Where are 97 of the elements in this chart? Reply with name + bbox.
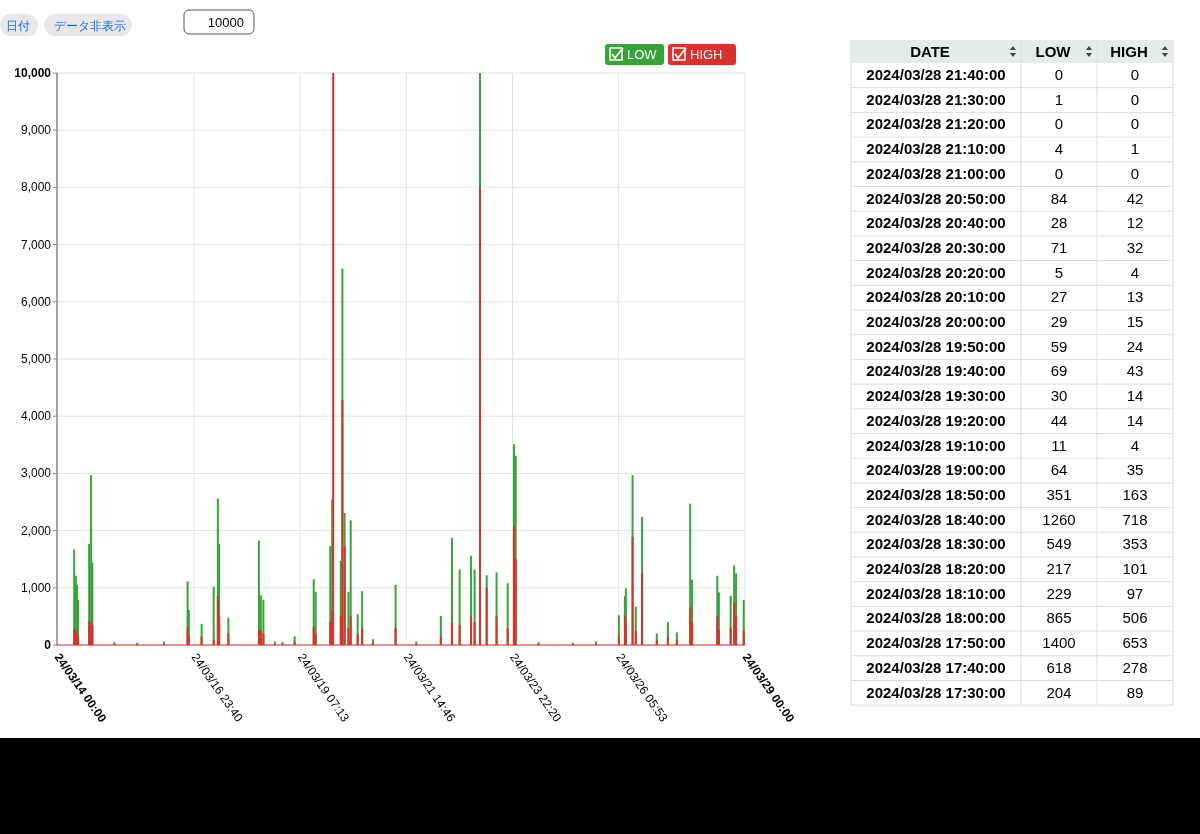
data-label: 12 (1126, 214, 1144, 232)
data-label: 0 (1054, 164, 1064, 182)
category-label: 2024/03/28 18:20:00 (866, 560, 1006, 577)
y-tick-label: 8,000 (20, 180, 52, 195)
data-label: 278 (1122, 658, 1148, 676)
data-label: 163 (1122, 485, 1148, 503)
data-label: 1260 (1042, 510, 1076, 528)
y-tick-label: 0 (44, 638, 52, 652)
data-label: 0 (1130, 115, 1140, 133)
data-label: 35 (1126, 461, 1144, 479)
data-label: 14 (1126, 411, 1144, 429)
category-label: 2024/03/28 18:50:00 (866, 485, 1006, 503)
data-label: 13 (1126, 288, 1144, 306)
category-label: 2024/03/28 18:10:00 (866, 584, 1006, 602)
category-label: 2024/03/28 17:40:00 (866, 658, 1006, 676)
y-tick-label: 7,000 (20, 237, 52, 252)
category-label: 2024/03/28 21:10:00 (866, 140, 1006, 158)
data-label: 32 (1126, 238, 1144, 256)
category-label: 2024/03/28 20:00:00 (866, 313, 1006, 330)
data-label: 11 (1051, 436, 1067, 454)
data-label: 5 (1054, 263, 1064, 281)
data-label: 229 (1046, 584, 1072, 602)
legend-label: LOW (1035, 43, 1072, 60)
category-label: 2024/03/28 20:50:00 (866, 189, 1006, 207)
data-label: 64 (1050, 461, 1068, 479)
data-label: 718 (1122, 510, 1148, 528)
data-label: 4 (1054, 140, 1064, 158)
category-label: 2024/03/28 17:30:00 (866, 683, 1006, 701)
y-tick-label: 4,000 (20, 409, 52, 424)
category-label: 2024/03/28 19:20:00 (866, 411, 1006, 429)
category-label: 2024/03/28 17:50:00 (866, 634, 1006, 652)
y-tick-label: 10,000 (14, 66, 52, 80)
y-tick-label: 1,000 (20, 580, 52, 595)
data-label: 4 (1130, 436, 1140, 454)
data-label: 30 (1050, 387, 1068, 405)
category-label: 2024/03/28 18:30:00 (866, 535, 1006, 553)
data-label: 59 (1050, 337, 1068, 355)
category-label: 2024/03/28 19:40:00 (866, 362, 1006, 380)
category-label: 2024/03/28 19:00:00 (866, 461, 1006, 479)
category-label: 2024/03/28 20:10:00 (866, 288, 1006, 306)
category-label: 2024/03/28 21:30:00 (866, 90, 1006, 108)
data-label: 1400 (1042, 634, 1076, 652)
data-label: 97 (1126, 584, 1144, 602)
text: LOW (627, 47, 658, 62)
data-label: 27 (1050, 288, 1068, 306)
y-tick-label: 6,000 (20, 294, 52, 309)
data-label: 0 (1054, 115, 1064, 133)
category-label: 2024/03/28 20:20:00 (866, 263, 1006, 281)
data-label: 4 (1130, 263, 1140, 281)
text: DATE (910, 43, 950, 60)
y-tick-label: 3,000 (20, 466, 52, 481)
category-label: 2024/03/28 18:40:00 (866, 510, 1006, 528)
data-label: 44 (1050, 411, 1068, 429)
data-label: 0 (1130, 164, 1140, 182)
data-label: 69 (1050, 362, 1068, 380)
data-label: 351 (1046, 485, 1072, 503)
y-tick-label: 9,000 (20, 123, 52, 138)
data-label: 29 (1050, 313, 1068, 330)
data-label: 0 (1054, 66, 1064, 83)
category-label: 2024/03/28 20:30:00 (866, 238, 1006, 256)
data-label: 101 (1122, 560, 1148, 577)
text: 日付 (6, 19, 30, 33)
data-label: 0 (1130, 90, 1140, 108)
data-label: 865 (1046, 609, 1072, 627)
data-label: 0 (1130, 66, 1140, 83)
data-label: 1 (1054, 90, 1064, 108)
text: HIGH (690, 47, 723, 62)
data-label: 84 (1050, 189, 1068, 207)
y-tick-label: 5,000 (20, 352, 52, 366)
data-label: 43 (1126, 362, 1144, 380)
data-label: 71 (1050, 238, 1068, 256)
data-label: 217 (1046, 560, 1072, 577)
data-label: 15 (1126, 313, 1144, 330)
data-label: 618 (1046, 658, 1072, 676)
data-label: 14 (1126, 387, 1144, 405)
category-label: 2024/03/28 19:10:00 (866, 436, 1006, 454)
category-label: 2024/03/28 19:50:00 (866, 337, 1006, 355)
category-label: 2024/03/28 21:00:00 (866, 164, 1006, 182)
y-tick-label: 2,000 (20, 523, 52, 538)
data-label: 549 (1046, 535, 1072, 553)
data-label: 1 (1130, 140, 1140, 158)
legend-label: HIGH (1110, 43, 1148, 60)
category-label: 2024/03/28 20:40:00 (866, 214, 1006, 232)
data-label: 28 (1050, 214, 1068, 232)
category-label: 2024/03/28 21:40:00 (866, 66, 1006, 83)
data-label: 89 (1126, 683, 1144, 701)
category-label: 2024/03/28 19:30:00 (866, 387, 1006, 405)
text: データ非表示 (54, 19, 126, 33)
data-label: 506 (1122, 609, 1148, 627)
category-label: 2024/03/28 18:00:00 (866, 609, 1006, 627)
data-label: 353 (1122, 535, 1148, 553)
category-label: 2024/03/28 21:20:00 (866, 115, 1006, 133)
data-label: 653 (1122, 634, 1148, 652)
data-label: 42 (1126, 189, 1144, 207)
data-label: 24 (1126, 337, 1144, 355)
data-label: 204 (1046, 683, 1072, 701)
text: 10000 (207, 15, 244, 30)
